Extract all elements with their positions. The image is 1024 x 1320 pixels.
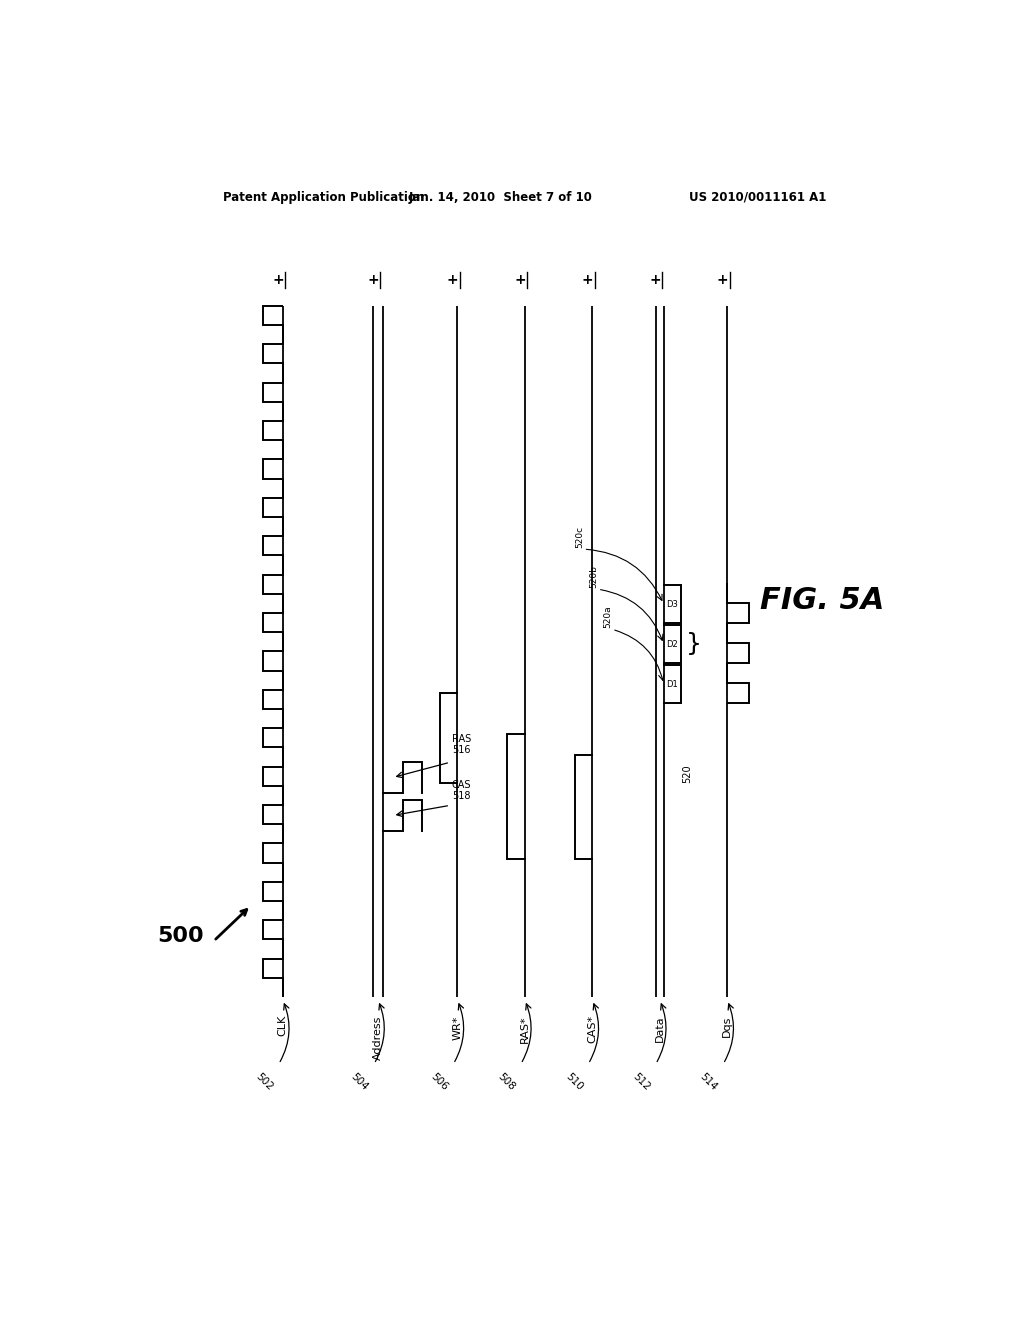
- Text: Data: Data: [654, 1015, 665, 1041]
- Text: 520b: 520b: [590, 565, 598, 589]
- Text: CAS*: CAS*: [587, 1015, 597, 1043]
- Text: 508: 508: [496, 1071, 517, 1092]
- Text: 506: 506: [428, 1071, 450, 1092]
- Text: Address: Address: [373, 1015, 383, 1060]
- Text: WR*: WR*: [453, 1015, 463, 1040]
- Text: Patent Application Publication: Patent Application Publication: [223, 190, 425, 203]
- Text: 510: 510: [563, 1071, 585, 1092]
- Text: +: +: [514, 273, 526, 288]
- Text: +: +: [272, 273, 284, 288]
- Text: +: +: [649, 273, 660, 288]
- Text: RAS*: RAS*: [520, 1015, 529, 1043]
- Text: US 2010/0011161 A1: US 2010/0011161 A1: [689, 190, 826, 203]
- Text: +: +: [582, 273, 593, 288]
- Text: RAS
516: RAS 516: [452, 734, 471, 755]
- Text: 514: 514: [698, 1071, 719, 1092]
- Text: 500: 500: [157, 925, 204, 946]
- Text: +: +: [446, 273, 459, 288]
- Text: +: +: [717, 273, 728, 288]
- Text: CLK: CLK: [278, 1015, 288, 1036]
- Text: D3: D3: [667, 599, 678, 609]
- Text: +: +: [368, 273, 379, 288]
- Text: FIG. 5A: FIG. 5A: [760, 586, 885, 615]
- Text: 520c: 520c: [575, 525, 584, 548]
- Text: 520: 520: [682, 764, 692, 783]
- Text: CAS
518: CAS 518: [452, 780, 471, 801]
- Text: 502: 502: [254, 1071, 274, 1092]
- Text: 520a: 520a: [603, 606, 612, 628]
- Text: Jan. 14, 2010  Sheet 7 of 10: Jan. 14, 2010 Sheet 7 of 10: [409, 190, 593, 203]
- Text: Dqs: Dqs: [722, 1015, 732, 1036]
- Text: D1: D1: [667, 680, 678, 689]
- Text: 504: 504: [349, 1071, 370, 1092]
- Text: D2: D2: [667, 640, 678, 648]
- Text: }: }: [686, 632, 701, 656]
- Text: 512: 512: [631, 1071, 652, 1092]
